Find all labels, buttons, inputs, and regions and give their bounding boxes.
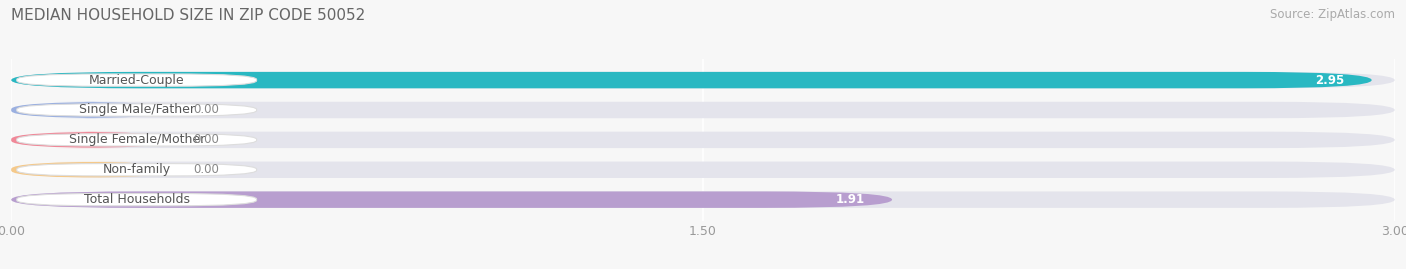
FancyBboxPatch shape <box>11 132 1395 148</box>
Text: MEDIAN HOUSEHOLD SIZE IN ZIP CODE 50052: MEDIAN HOUSEHOLD SIZE IN ZIP CODE 50052 <box>11 8 366 23</box>
FancyBboxPatch shape <box>11 192 891 208</box>
FancyBboxPatch shape <box>11 72 1395 88</box>
Text: 0.00: 0.00 <box>194 133 219 146</box>
FancyBboxPatch shape <box>11 72 1372 88</box>
Text: 0.00: 0.00 <box>194 163 219 176</box>
Text: Single Male/Father: Single Male/Father <box>79 104 194 116</box>
Text: Non-family: Non-family <box>103 163 170 176</box>
FancyBboxPatch shape <box>11 162 170 178</box>
FancyBboxPatch shape <box>17 104 256 116</box>
FancyBboxPatch shape <box>17 164 256 176</box>
Text: 1.91: 1.91 <box>835 193 865 206</box>
FancyBboxPatch shape <box>11 102 1395 118</box>
FancyBboxPatch shape <box>11 192 1395 208</box>
FancyBboxPatch shape <box>17 134 256 146</box>
FancyBboxPatch shape <box>17 74 256 86</box>
FancyBboxPatch shape <box>11 132 170 148</box>
Text: 2.95: 2.95 <box>1315 74 1344 87</box>
Text: Source: ZipAtlas.com: Source: ZipAtlas.com <box>1270 8 1395 21</box>
FancyBboxPatch shape <box>11 162 1395 178</box>
FancyBboxPatch shape <box>11 102 170 118</box>
Text: Married-Couple: Married-Couple <box>89 74 184 87</box>
Text: Total Households: Total Households <box>84 193 190 206</box>
FancyBboxPatch shape <box>17 193 256 206</box>
Text: Single Female/Mother: Single Female/Mother <box>69 133 205 146</box>
Text: 0.00: 0.00 <box>194 104 219 116</box>
